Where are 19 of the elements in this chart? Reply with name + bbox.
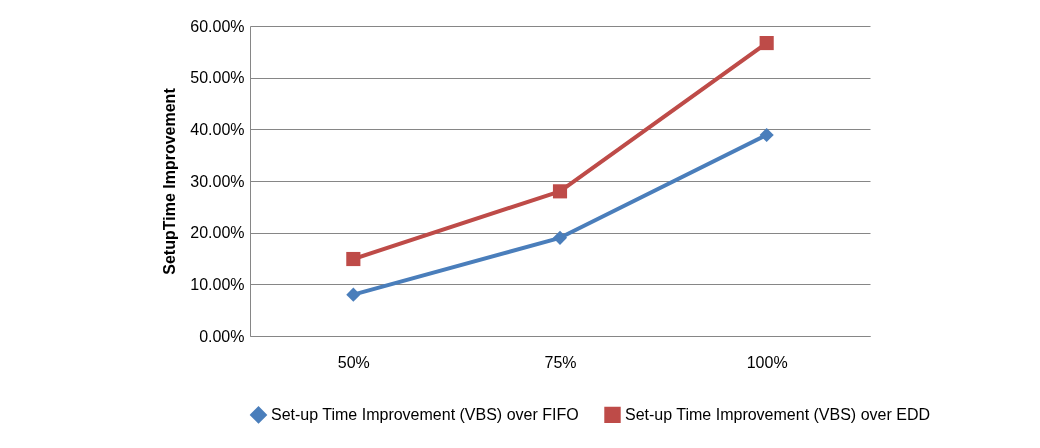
- y-tick-label: 10.00%: [190, 275, 245, 293]
- y-tick-label: 50.00%: [190, 69, 245, 87]
- point: [346, 287, 361, 302]
- x-tick-label: 50%: [337, 353, 370, 371]
- y-axis-title: SetupTime Improvement: [161, 87, 179, 275]
- x-tick-label: 75%: [544, 353, 577, 371]
- x-tick-label: 100%: [746, 353, 788, 371]
- point: [552, 230, 568, 245]
- y-tick-label: 30.00%: [190, 172, 245, 190]
- legend-label: Set-up Time Improvement (VBS) over EDD: [625, 405, 930, 423]
- y-tick-label: 40.00%: [190, 120, 245, 138]
- point: [346, 251, 361, 267]
- legend-label: Set-up Time Improvement (VBS) over FIFO: [271, 405, 579, 423]
- y-tick-label: 0.00%: [199, 327, 245, 345]
- y-tick-label: 20.00%: [190, 224, 245, 242]
- point: [759, 127, 774, 143]
- point: [759, 35, 774, 51]
- point: [552, 184, 568, 199]
- y-tick-label: 60.00%: [190, 17, 245, 35]
